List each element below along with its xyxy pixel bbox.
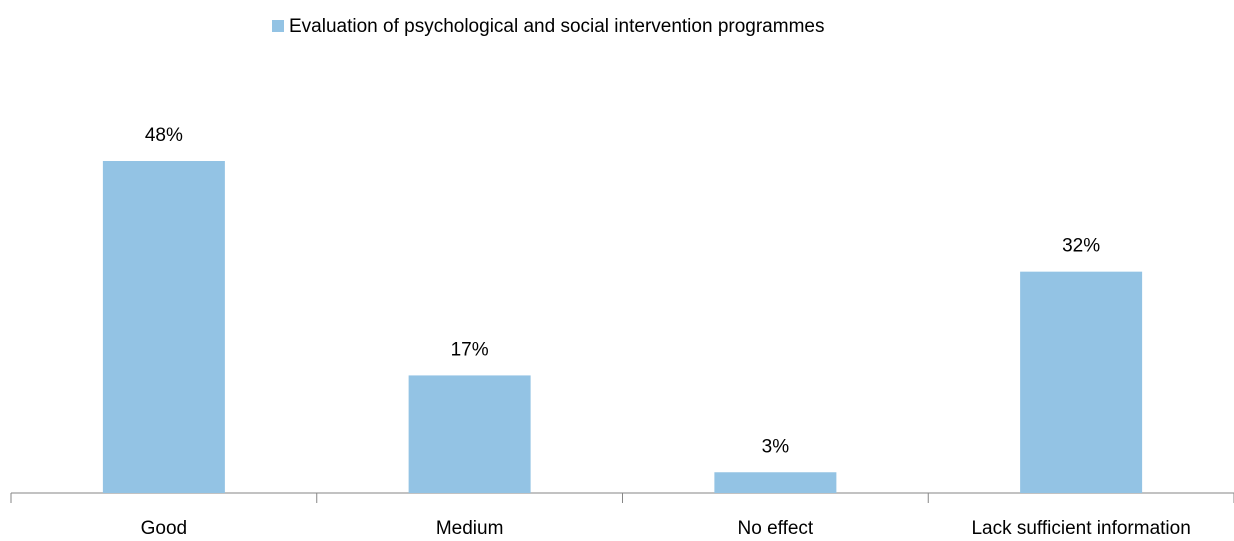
x-tick-label: No effect xyxy=(738,518,814,539)
x-tick-label: Lack sufficient information xyxy=(971,518,1190,539)
bar xyxy=(714,472,837,493)
x-tick-label: Medium xyxy=(436,518,504,539)
bar xyxy=(408,375,531,493)
value-label: 32% xyxy=(1062,236,1100,257)
bar xyxy=(1020,271,1143,493)
legend-label: Evaluation of psychological and social i… xyxy=(289,16,824,37)
value-label: 48% xyxy=(145,125,183,146)
x-tick-label: Good xyxy=(141,518,187,539)
value-label: 3% xyxy=(762,436,790,457)
legend-swatch xyxy=(272,20,284,32)
value-label: 17% xyxy=(451,339,489,360)
bar xyxy=(102,161,225,493)
